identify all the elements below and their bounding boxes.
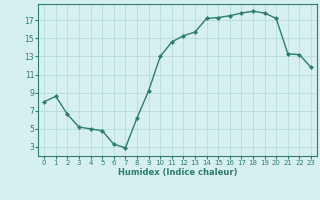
X-axis label: Humidex (Indice chaleur): Humidex (Indice chaleur) <box>118 168 237 177</box>
